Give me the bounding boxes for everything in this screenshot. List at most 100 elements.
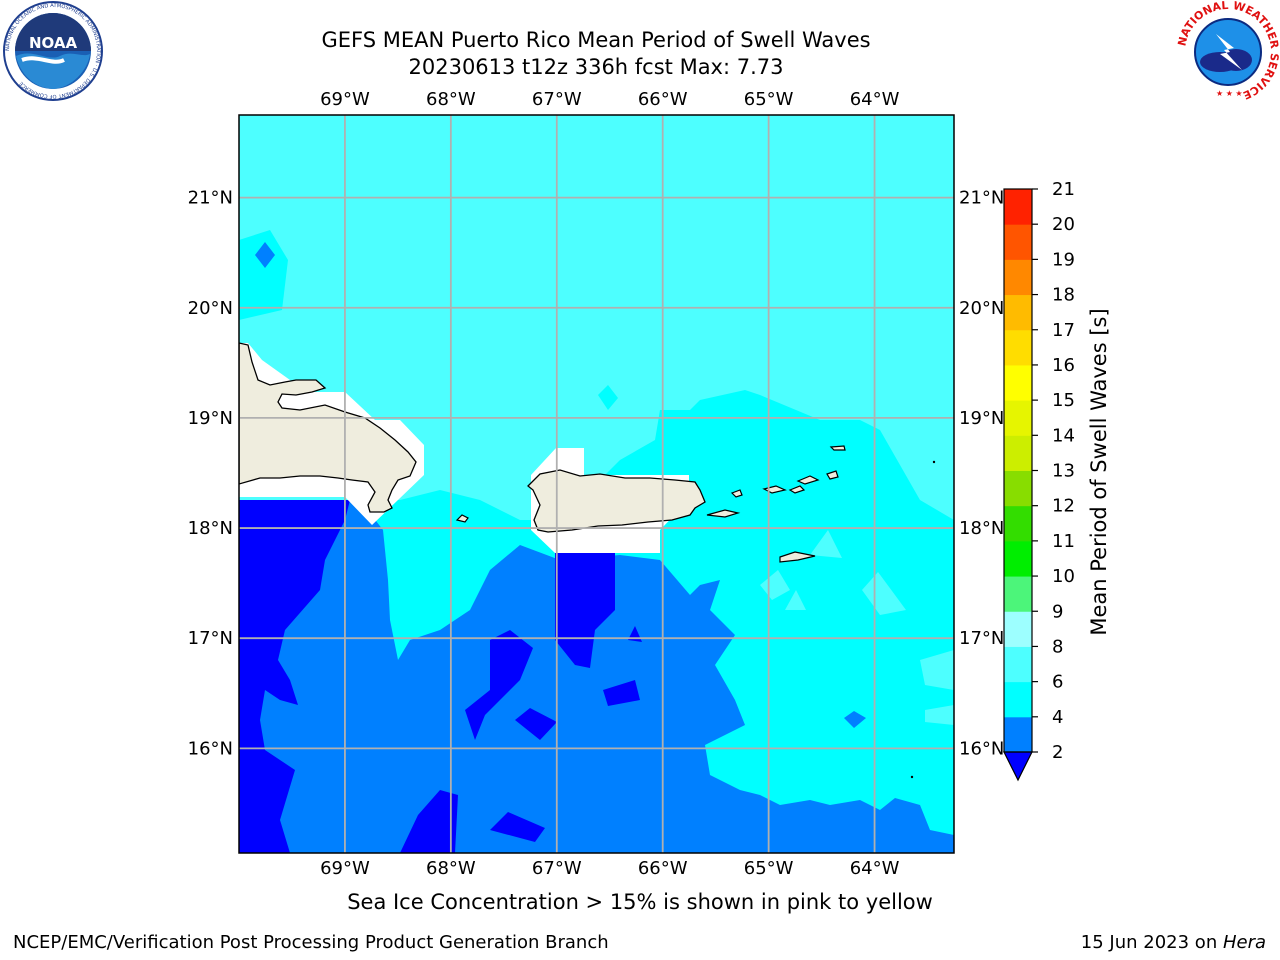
lat-label-left: 18°N	[188, 518, 233, 539]
svg-text:★ ★ ★: ★ ★ ★	[1216, 89, 1243, 98]
lat-label-left: 19°N	[188, 408, 233, 429]
lat-label-left: 17°N	[188, 628, 233, 649]
colorbar-tick-label: 8	[1052, 636, 1063, 657]
band-lt2	[400, 790, 458, 853]
lon-label-top: 69°W	[320, 89, 370, 110]
band-lt2	[515, 708, 557, 740]
colorbar-band	[1004, 716, 1032, 753]
band-lt2	[844, 711, 866, 728]
land-vieques	[706, 509, 741, 518]
lat-label-right: 21°N	[959, 188, 1004, 209]
colorbar-band	[1004, 505, 1032, 542]
colorbar: 2 4 6 8 9 10 11 12 13 14 15 16 17 18 19 20 21	[1003, 179, 1075, 782]
colorbar-band	[1004, 576, 1032, 612]
chart-subtitle: 20230613 t12z 336h fcst Max: 7.73	[408, 55, 784, 79]
colorbar-tick-label: 19	[1052, 249, 1075, 270]
colorbar-tick-label: 13	[1052, 461, 1075, 482]
colorbar-band	[1004, 294, 1032, 331]
land-tortola	[796, 475, 820, 485]
map-frame	[238, 114, 955, 854]
lat-label-right: 16°N	[959, 738, 1004, 759]
colorbar-tick-label: 14	[1052, 425, 1075, 446]
lon-label-bottom: 64°W	[850, 858, 900, 879]
band-lt2	[603, 680, 640, 706]
colorbar-tick-label: 9	[1052, 601, 1063, 622]
colorbar-band	[1004, 681, 1032, 718]
colorbar-tick-label: 18	[1052, 285, 1075, 306]
lon-label-bottom: 69°W	[320, 858, 370, 879]
colorbar-extend-arrow	[1003, 751, 1033, 782]
colorbar-tick-label: 21	[1052, 179, 1075, 200]
lat-label-left: 20°N	[188, 298, 233, 319]
colorbar-band	[1004, 470, 1032, 507]
colorbar-band	[1004, 611, 1032, 647]
colorbar-band	[1004, 224, 1032, 260]
colorbar-band	[1004, 435, 1032, 471]
colorbar-tick-label: 12	[1052, 496, 1075, 517]
sea-ice-caption: Sea Ice Concentration > 15% is shown in …	[347, 890, 933, 914]
lon-label-bottom: 68°W	[426, 858, 476, 879]
colorbar-tick-label: 17	[1052, 320, 1075, 341]
colorbar-tick-label: 20	[1052, 214, 1075, 235]
colorbar-band	[1004, 329, 1032, 366]
footer-date-text: 15 Jun 2023 on	[1080, 932, 1223, 953]
lat-label-right: 20°N	[959, 298, 1004, 319]
nws-logo: NATIONAL WEATHER SERVICE ★ ★ ★	[1176, 0, 1280, 102]
lon-label-top: 68°W	[426, 89, 476, 110]
band-2-4	[239, 500, 954, 853]
noaa-logo-text: NOAA	[29, 34, 78, 52]
lon-label-top: 67°W	[532, 89, 582, 110]
band-6-8-patch	[925, 705, 954, 725]
noaa-logo: NATIONAL OCEANIC AND ATMOSPHERIC ADMINIS…	[3, 1, 103, 101]
lon-label-top: 64°W	[850, 89, 900, 110]
band-4-6	[239, 230, 288, 320]
contour-field	[239, 115, 954, 853]
chart-title: GEFS MEAN Puerto Rico Mean Period of Swe…	[321, 28, 871, 52]
colorbar-band	[1004, 646, 1032, 683]
lon-label-bottom: 67°W	[532, 858, 582, 879]
land-virgin-gorda	[826, 470, 839, 480]
colorbar-tick-label: 11	[1052, 531, 1075, 552]
colorbar-band	[1004, 189, 1032, 225]
graticule	[239, 115, 954, 853]
footer-host: Hera	[1222, 932, 1266, 953]
lat-label-right: 17°N	[959, 628, 1004, 649]
colorbar-tick-label: 16	[1052, 355, 1075, 376]
band-lt2	[465, 630, 533, 740]
colorbar-tick-label: 2	[1052, 742, 1063, 763]
colorbar-band	[1004, 400, 1032, 436]
band-lt2	[490, 812, 545, 842]
lat-label-right: 19°N	[959, 408, 1004, 429]
axis-labels: 69°W 69°W 68°W 68°W 67°W 67°W 66°W 66°W 65°W 65°W…	[188, 89, 1005, 879]
colorbar-label: Mean Period of Swell Waves [s]	[1087, 308, 1111, 635]
band-6-8-patch	[810, 530, 842, 558]
land-puerto-rico	[527, 469, 706, 533]
land-culebra	[730, 489, 743, 498]
lat-label-right: 18°N	[959, 518, 1004, 539]
land-islet	[455, 514, 469, 523]
lon-label-bottom: 66°W	[638, 858, 688, 879]
colorbar-tick-label: 15	[1052, 390, 1075, 411]
colorbar-tick-label: 4	[1052, 707, 1063, 728]
colorbar-tick-label: 6	[1052, 672, 1063, 693]
colorbar-tick-label: 10	[1052, 566, 1075, 587]
lon-label-top: 66°W	[638, 89, 688, 110]
land-st-john	[788, 485, 806, 494]
band-6-8-patch	[862, 572, 906, 615]
lon-label-top: 65°W	[744, 89, 794, 110]
lon-label-bottom: 65°W	[744, 858, 794, 879]
band-6-8-patch	[920, 650, 954, 690]
footer-date: 15 Jun 2023 on Hera	[1081, 932, 1266, 953]
footer-branch: NCEP/EMC/Verification Post Processing Pr…	[13, 932, 609, 953]
band-4-6	[598, 385, 618, 410]
land-st-croix	[779, 551, 816, 563]
colorbar-band	[1004, 540, 1032, 577]
lat-label-left: 16°N	[188, 738, 233, 759]
lat-label-left: 21°N	[188, 188, 233, 209]
band-lt2	[239, 500, 350, 853]
colorbar-band	[1004, 364, 1032, 401]
band-lt2	[255, 242, 275, 268]
band-6-8-patch	[760, 570, 790, 600]
colorbar-band	[1004, 259, 1032, 296]
